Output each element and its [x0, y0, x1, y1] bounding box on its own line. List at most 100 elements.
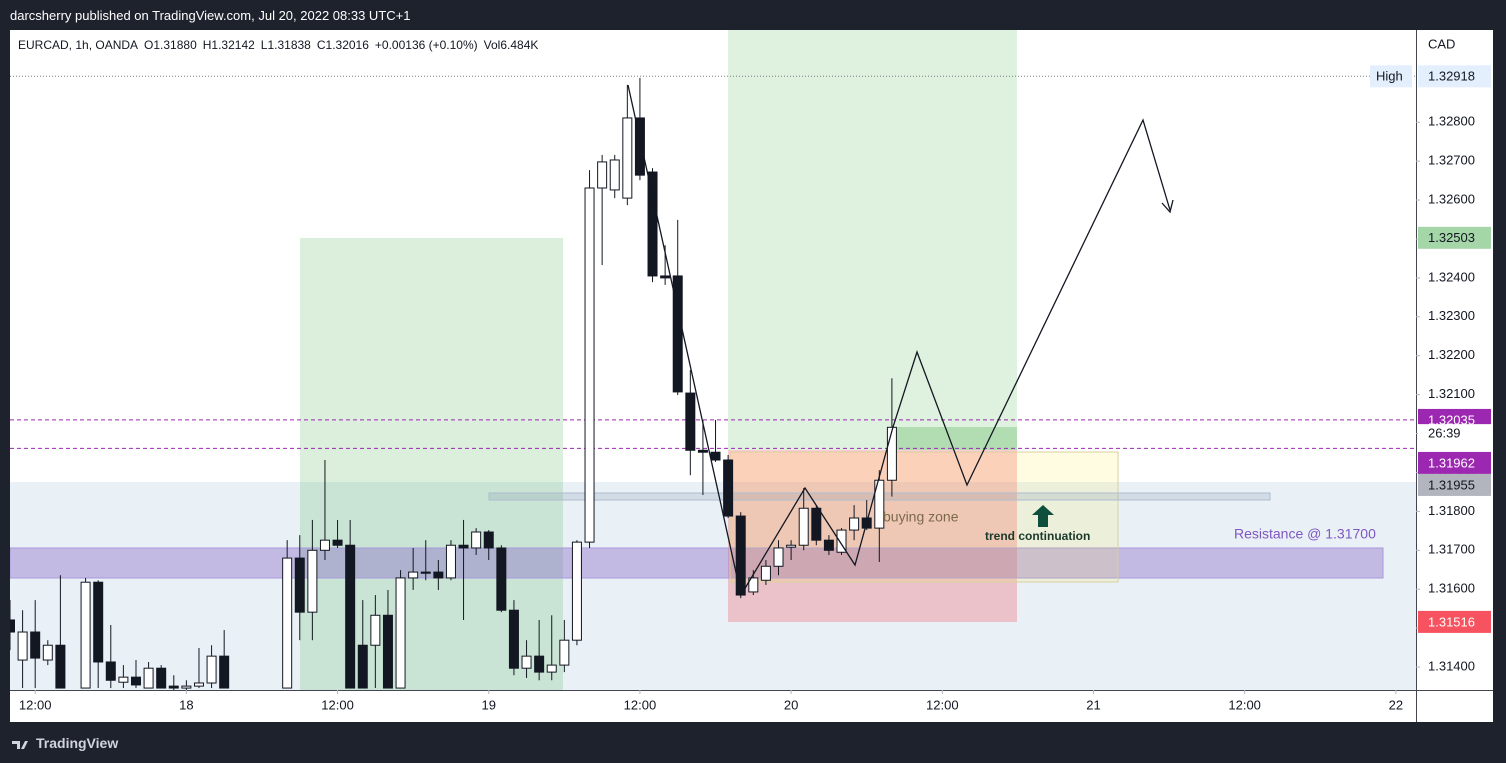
up-arrow [1032, 505, 1054, 527]
candle-body [760, 565, 771, 581]
candle-body [156, 667, 167, 689]
candle-body [370, 614, 381, 646]
candle-body [357, 644, 368, 689]
candle-body [874, 479, 885, 529]
high-tag [1370, 65, 1412, 88]
candle-body [193, 682, 204, 687]
price-tag-label: 1.32503 [1428, 230, 1475, 245]
long-profit [890, 427, 1017, 450]
x-tick-label: 12:00 [321, 697, 354, 712]
candle-body [433, 571, 444, 579]
candle-body [748, 577, 759, 593]
x-tick-label: 18 [179, 697, 193, 712]
candle-body [382, 614, 393, 689]
candle-body [886, 426, 897, 481]
price-tag [1418, 451, 1491, 474]
candle-body [634, 117, 645, 176]
candle-body [849, 517, 860, 531]
currency: CAD [1428, 36, 1455, 51]
projection-path [627, 84, 1171, 597]
candle-body [55, 644, 66, 689]
y-tick-label: 1.32800 [1428, 114, 1475, 129]
candle-body [609, 159, 620, 191]
candle-body [534, 655, 545, 673]
resistance-zone [10, 547, 1384, 579]
candle-body [597, 161, 608, 189]
x-tick-label: 21 [1086, 697, 1100, 712]
candle-body [647, 171, 658, 277]
candle-body [294, 557, 305, 613]
y-tick-label: 1.31600 [1428, 581, 1475, 596]
drawings-front: buying zone trend continuation Resistanc… [627, 84, 1376, 597]
price-tag-label: 1.31962 [1428, 455, 1475, 470]
candle-body [181, 685, 192, 689]
header: darcsherry published on TradingView.com,… [10, 8, 411, 23]
candle-body [420, 571, 431, 574]
candle-body [30, 631, 41, 659]
x-tick-label: 12:00 [624, 697, 657, 712]
candle-body [798, 507, 809, 546]
x-tick-label: 19 [482, 697, 496, 712]
candle-body [307, 549, 318, 613]
candle-body [521, 655, 532, 669]
price-tag [1418, 610, 1491, 633]
price-lines [10, 75, 1416, 449]
candle-body [219, 655, 230, 689]
legend: EURCAD, 1h, OANDA O1.31880 H1.32142 L1.3183… [18, 38, 544, 52]
candle-body [546, 664, 557, 673]
legend-item: C1.32016 [316, 38, 369, 52]
candle-body [345, 544, 356, 689]
candle-body [685, 392, 696, 451]
logo [12, 741, 28, 749]
buying-zone-label: buying zone [883, 509, 959, 525]
y-tick-label: 1.32400 [1428, 269, 1475, 284]
y-tick-label: 1.31800 [1428, 503, 1475, 518]
candle-body [483, 531, 494, 549]
candle-body [697, 449, 708, 453]
high-tag-label: High [1376, 69, 1403, 84]
brand: TradingView [36, 735, 119, 751]
candle-body [836, 529, 847, 553]
candle-body [471, 531, 482, 549]
legend-item: O1.31880 [144, 38, 197, 52]
countdown: 26:39 [1428, 426, 1461, 441]
price-tags: 1.32918 High 1.32503 1.32035 1.31962 1.31955 1… [1370, 65, 1491, 633]
price-tag-label: 1.32035 [1428, 412, 1475, 427]
x-tick-label: 12:00 [1228, 697, 1261, 712]
countdown-bg [1418, 424, 1491, 445]
candle-body [660, 275, 671, 279]
candle-body [282, 557, 293, 689]
candle-body [130, 676, 141, 686]
x-tick-label: 22 [1389, 697, 1403, 712]
trend-label: trend continuation [985, 529, 1090, 543]
price-tag [1418, 473, 1491, 496]
candles [10, 77, 897, 690]
legend-item: L1.31838 [260, 38, 311, 52]
candle-body [42, 644, 53, 661]
candle-body [496, 547, 507, 611]
candle-body [723, 459, 734, 517]
y-tick-label: 1.31400 [1428, 658, 1475, 673]
candle-body [811, 507, 822, 541]
shade [10, 482, 1416, 690]
candle-body [143, 667, 154, 689]
candle-body [118, 676, 129, 683]
x-tick-label: 12:00 [926, 697, 959, 712]
candle-body [105, 661, 116, 681]
candle-body [80, 581, 91, 689]
price-tag [1418, 65, 1491, 88]
candle-body [17, 631, 28, 661]
candle-body [168, 685, 179, 689]
candle-body [508, 609, 519, 669]
axes: 1.314001.315001.316001.317001.318001.319… [19, 114, 1475, 713]
price-tag-label: 1.32918 [1428, 69, 1475, 84]
y-tick-label: 1.32300 [1428, 308, 1475, 323]
candle-body [332, 539, 343, 546]
candle-body [571, 541, 582, 641]
candle-body [823, 539, 834, 551]
y-tick-label: 1.32600 [1428, 191, 1475, 206]
price-tag [1418, 226, 1491, 249]
long-target [728, 30, 1017, 450]
candle-body [672, 275, 683, 393]
